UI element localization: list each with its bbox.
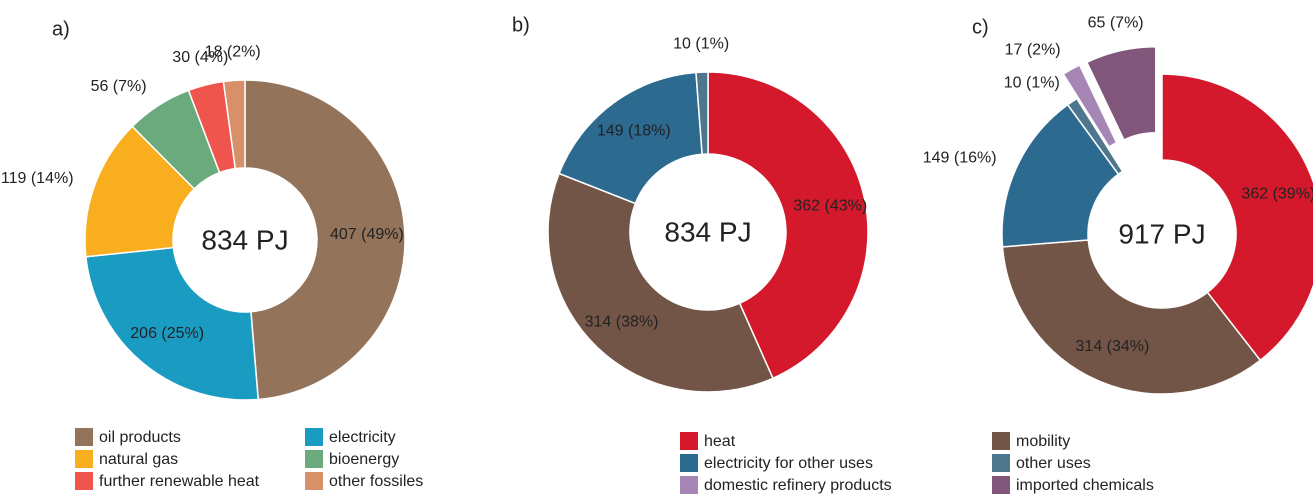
value-label: 407 (49%) [330, 226, 404, 243]
panel-label: b) [512, 14, 530, 36]
slice [1062, 64, 1118, 148]
slice [1001, 103, 1120, 248]
legend-label: bioenergy [329, 451, 399, 468]
legend-swatch [305, 450, 323, 468]
legend-swatch [680, 432, 698, 450]
value-label: 149 (18%) [597, 123, 671, 140]
center-label: 917 PJ [1118, 218, 1205, 249]
slice [1066, 97, 1124, 176]
slice [222, 79, 246, 170]
legend-label: electricity [329, 429, 396, 446]
panel-label: c) [972, 16, 989, 38]
slice [707, 71, 869, 380]
value-label: 65 (7%) [1088, 14, 1144, 31]
slice [85, 246, 260, 401]
legend-swatch [305, 472, 323, 490]
legend-swatch [75, 472, 93, 490]
legend-label: mobility [1016, 433, 1070, 450]
legend-label: oil products [99, 429, 181, 446]
value-label: 17 (2%) [1005, 41, 1061, 58]
value-label: 30 (4%) [172, 49, 228, 66]
value-label: 10 (1%) [1004, 75, 1060, 92]
legend-label: other fossiles [329, 473, 423, 490]
slice [547, 172, 774, 393]
legend-label: other uses [1016, 455, 1091, 472]
legend-swatch [992, 432, 1010, 450]
slice [695, 71, 709, 156]
value-label: 18 (2%) [205, 44, 261, 61]
slice [1085, 45, 1157, 141]
legend-label: natural gas [99, 451, 178, 468]
value-label: 10 (1%) [673, 35, 729, 52]
slice [558, 71, 703, 205]
legend-swatch [680, 476, 698, 494]
value-label: 56 (7%) [91, 78, 147, 95]
slice [1001, 239, 1262, 395]
legend-swatch [680, 454, 698, 472]
value-label: 314 (34%) [1076, 338, 1150, 355]
value-label: 149 (16%) [923, 149, 997, 166]
legend-label: further renewable heat [99, 473, 260, 490]
legend-swatch [992, 454, 1010, 472]
center-label: 834 PJ [201, 224, 288, 255]
value-label: 206 (25%) [130, 325, 204, 342]
legend-label: domestic refinery products [704, 477, 892, 494]
legend-swatch [75, 450, 93, 468]
legend-label: imported chemicals [1016, 477, 1154, 494]
slice [1161, 73, 1313, 362]
legend-swatch [992, 476, 1010, 494]
legend-swatch [305, 428, 323, 446]
value-label: 362 (39%) [1241, 185, 1313, 202]
legend-label: electricity for other uses [704, 455, 873, 472]
slice [244, 79, 406, 401]
legend-swatch [75, 428, 93, 446]
value-label: 362 (43%) [793, 197, 867, 214]
legend-label: heat [704, 433, 736, 450]
value-label: 119 (14%) [1, 170, 74, 187]
center-label: 834 PJ [664, 216, 751, 247]
value-label: 314 (38%) [585, 313, 659, 330]
panel-label: a) [52, 18, 70, 40]
